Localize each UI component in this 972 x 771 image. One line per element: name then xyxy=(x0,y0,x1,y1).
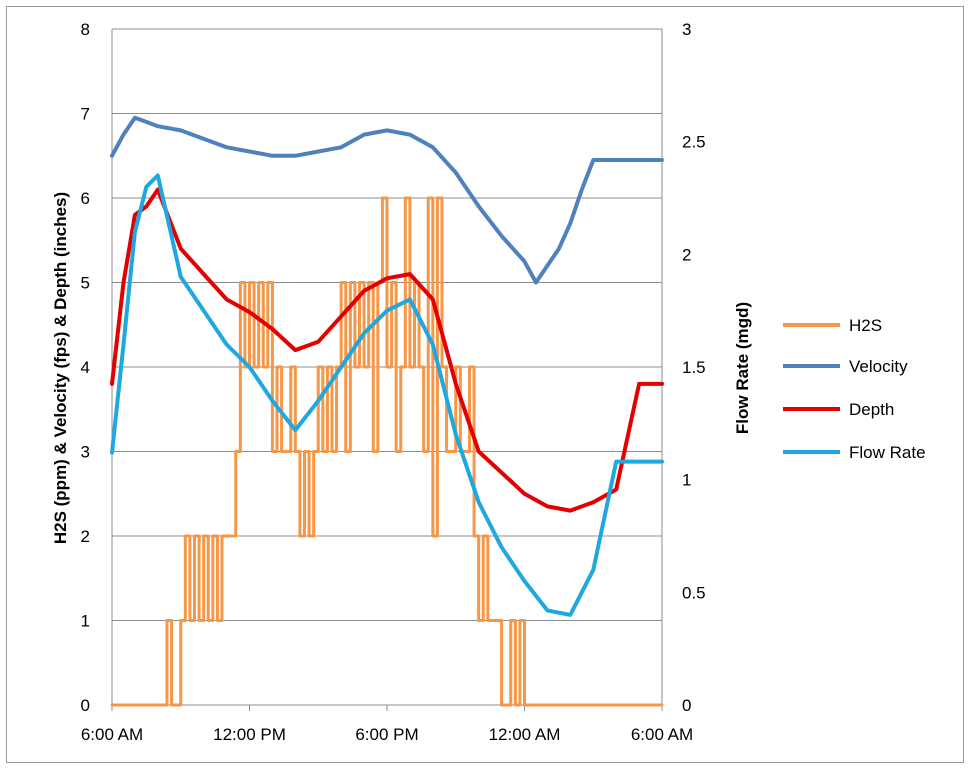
y-tick-label-right: 1.5 xyxy=(682,358,706,377)
y-tick-label-left: 4 xyxy=(81,358,90,377)
right-tick-labels: 0 0.5 1 1.5 2 2.5 3 xyxy=(682,20,706,715)
x-tick-label: 6:00 AM xyxy=(631,725,693,744)
x-tick-label: 6:00 AM xyxy=(81,725,143,744)
legend: H2S Velocity Depth Flow Rate xyxy=(783,316,926,462)
y-tick-label-left: 2 xyxy=(81,527,90,546)
y-tick-label-left: 3 xyxy=(81,443,90,462)
y-tick-label-left: 0 xyxy=(81,696,90,715)
y-tick-label-right: 1 xyxy=(682,471,691,490)
y-tick-label-right: 2.5 xyxy=(682,133,706,152)
legend-label-depth: Depth xyxy=(849,400,894,419)
y-tick-label-left: 7 xyxy=(81,105,90,124)
y-tick-label-left: 5 xyxy=(81,274,90,293)
x-tick-labels: 6:00 AM 12:00 PM 6:00 PM 12:00 AM 6:00 AM xyxy=(81,725,693,744)
left-tick-labels: 0 1 2 3 4 5 6 7 8 xyxy=(81,20,90,715)
y-tick-label-left: 8 xyxy=(81,20,90,39)
legend-label-h2s: H2S xyxy=(849,316,882,335)
legend-label-velocity: Velocity xyxy=(849,357,908,376)
y-tick-label-right: 0 xyxy=(682,696,691,715)
series-line-flow-rate xyxy=(110,173,664,617)
legend-label-flow-rate: Flow Rate xyxy=(849,443,926,462)
series-line-velocity xyxy=(110,115,664,285)
y-axis-title-left: H2S (ppm) & Velocity (fps) & Depth (inch… xyxy=(51,192,70,544)
x-tick-label: 12:00 PM xyxy=(213,725,286,744)
y-tick-label-right: 3 xyxy=(682,20,691,39)
y-tick-label-right: 2 xyxy=(682,245,691,264)
series-layer xyxy=(110,115,664,707)
y-tick-label-left: 6 xyxy=(81,189,90,208)
series-line-h2s xyxy=(110,196,664,707)
y-tick-label-left: 1 xyxy=(81,612,90,631)
y-tick-label-right: 0.5 xyxy=(682,583,706,602)
x-tick-label: 12:00 AM xyxy=(489,725,561,744)
y-axis-title-right: Flow Rate (mgd) xyxy=(733,302,752,434)
x-tick-label: 6:00 PM xyxy=(355,725,418,744)
